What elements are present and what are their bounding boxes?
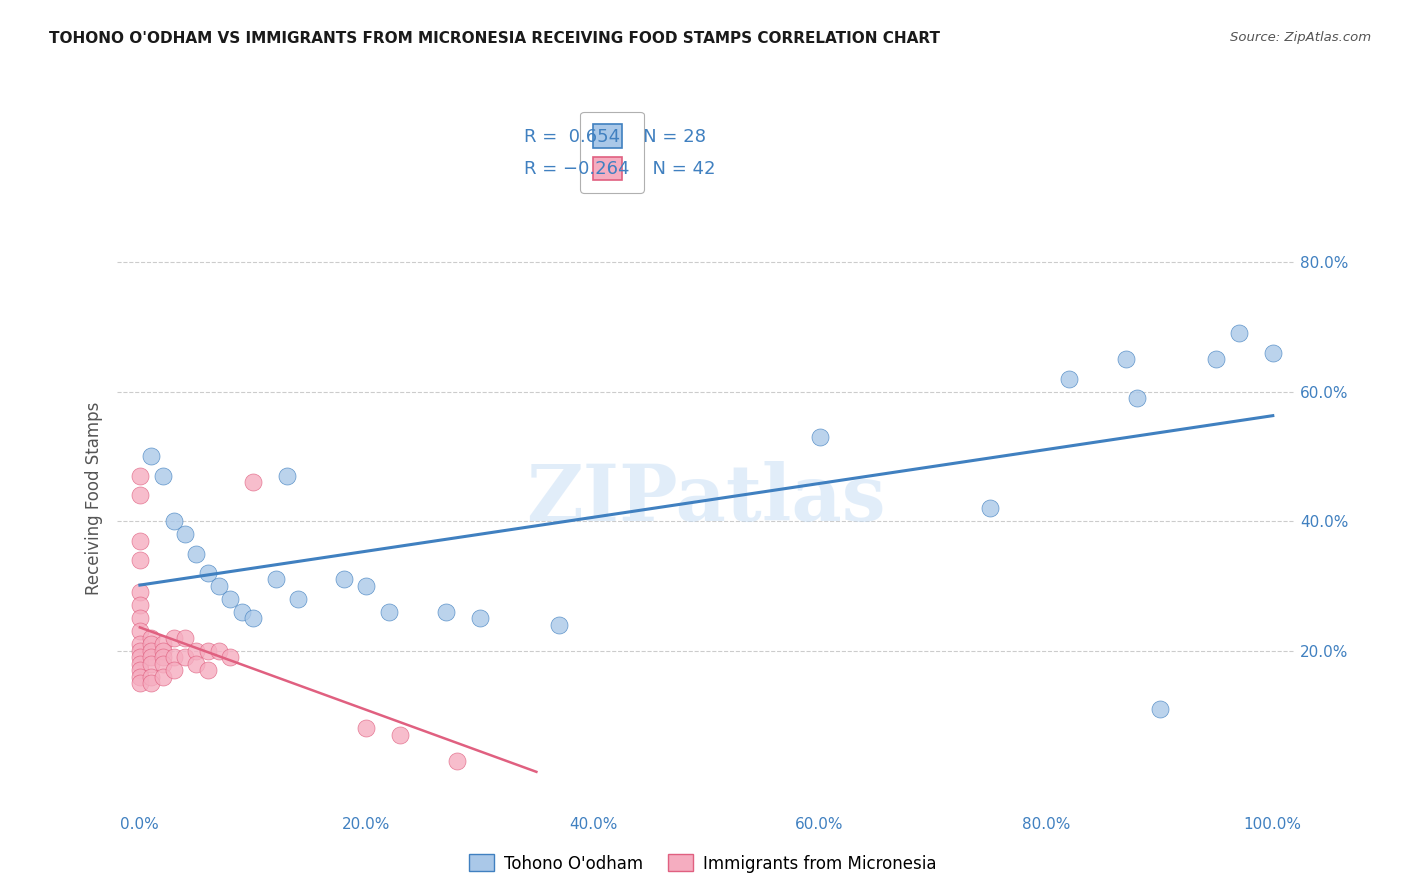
Point: [141, 657, 163, 671]
Text: TOHONO O'ODHAM VS IMMIGRANTS FROM MICRONESIA RECEIVING FOOD STAMPS CORRELATION C: TOHONO O'ODHAM VS IMMIGRANTS FROM MICRON…: [49, 31, 941, 46]
Point: [152, 637, 174, 651]
Point: [1205, 352, 1227, 367]
Point: [979, 501, 1001, 516]
Point: [1057, 372, 1080, 386]
Point: [141, 650, 163, 665]
Point: [1227, 326, 1250, 341]
Point: [141, 631, 163, 645]
Point: [128, 611, 150, 625]
Point: [174, 650, 197, 665]
Point: [186, 657, 208, 671]
Point: [1126, 391, 1149, 405]
Point: [186, 643, 208, 657]
Point: [197, 566, 219, 580]
Point: [174, 527, 197, 541]
Text: ZIPatlas: ZIPatlas: [526, 460, 886, 536]
Point: [356, 722, 378, 736]
Point: [128, 533, 150, 548]
Point: [128, 657, 150, 671]
Point: [141, 676, 163, 690]
Text: R = −0.264    N = 42: R = −0.264 N = 42: [523, 160, 716, 178]
Point: [208, 579, 231, 593]
Point: [128, 663, 150, 677]
Point: [356, 579, 378, 593]
Point: [242, 475, 264, 490]
Point: [242, 611, 264, 625]
Legend: Tohono O'odham, Immigrants from Micronesia: Tohono O'odham, Immigrants from Micrones…: [463, 847, 943, 880]
Point: [197, 643, 219, 657]
Point: [378, 605, 401, 619]
Point: [163, 631, 186, 645]
Point: [128, 650, 150, 665]
Point: [152, 669, 174, 683]
Point: [163, 514, 186, 528]
Legend: , : ,: [581, 112, 644, 193]
Point: [446, 754, 468, 768]
Point: [128, 599, 150, 613]
Point: [128, 669, 150, 683]
Point: [208, 643, 231, 657]
Point: [128, 585, 150, 599]
Point: [219, 591, 242, 606]
Point: [141, 643, 163, 657]
Point: [231, 605, 253, 619]
Point: [141, 450, 163, 464]
Point: [128, 468, 150, 483]
Point: [333, 573, 356, 587]
Point: [287, 591, 309, 606]
Point: [163, 663, 186, 677]
Point: [152, 468, 174, 483]
Point: [1261, 346, 1284, 360]
Point: [389, 728, 412, 742]
Point: [152, 657, 174, 671]
Point: [128, 488, 150, 502]
Point: [128, 553, 150, 567]
Point: [128, 637, 150, 651]
Point: [219, 650, 242, 665]
Point: [163, 650, 186, 665]
Point: [152, 643, 174, 657]
Point: [141, 637, 163, 651]
Point: [434, 605, 457, 619]
Point: [264, 573, 287, 587]
Point: [141, 669, 163, 683]
Point: [186, 547, 208, 561]
Point: [276, 468, 298, 483]
Point: [152, 650, 174, 665]
Text: Source: ZipAtlas.com: Source: ZipAtlas.com: [1230, 31, 1371, 45]
Y-axis label: Receiving Food Stamps: Receiving Food Stamps: [86, 401, 103, 595]
Point: [128, 676, 150, 690]
Point: [128, 624, 150, 639]
Point: [1149, 702, 1171, 716]
Text: R =  0.654    N = 28: R = 0.654 N = 28: [523, 128, 706, 146]
Point: [197, 663, 219, 677]
Point: [468, 611, 491, 625]
Point: [128, 643, 150, 657]
Point: [174, 631, 197, 645]
Point: [548, 617, 571, 632]
Point: [808, 430, 831, 444]
Point: [1115, 352, 1137, 367]
